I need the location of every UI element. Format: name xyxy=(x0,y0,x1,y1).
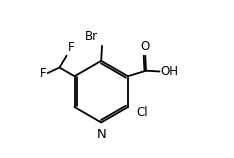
Text: Cl: Cl xyxy=(137,106,148,119)
Text: N: N xyxy=(96,128,106,141)
Text: OH: OH xyxy=(160,65,178,78)
Text: F: F xyxy=(40,67,46,80)
Text: Br: Br xyxy=(85,30,98,43)
Text: F: F xyxy=(67,41,74,54)
Text: O: O xyxy=(141,40,150,53)
